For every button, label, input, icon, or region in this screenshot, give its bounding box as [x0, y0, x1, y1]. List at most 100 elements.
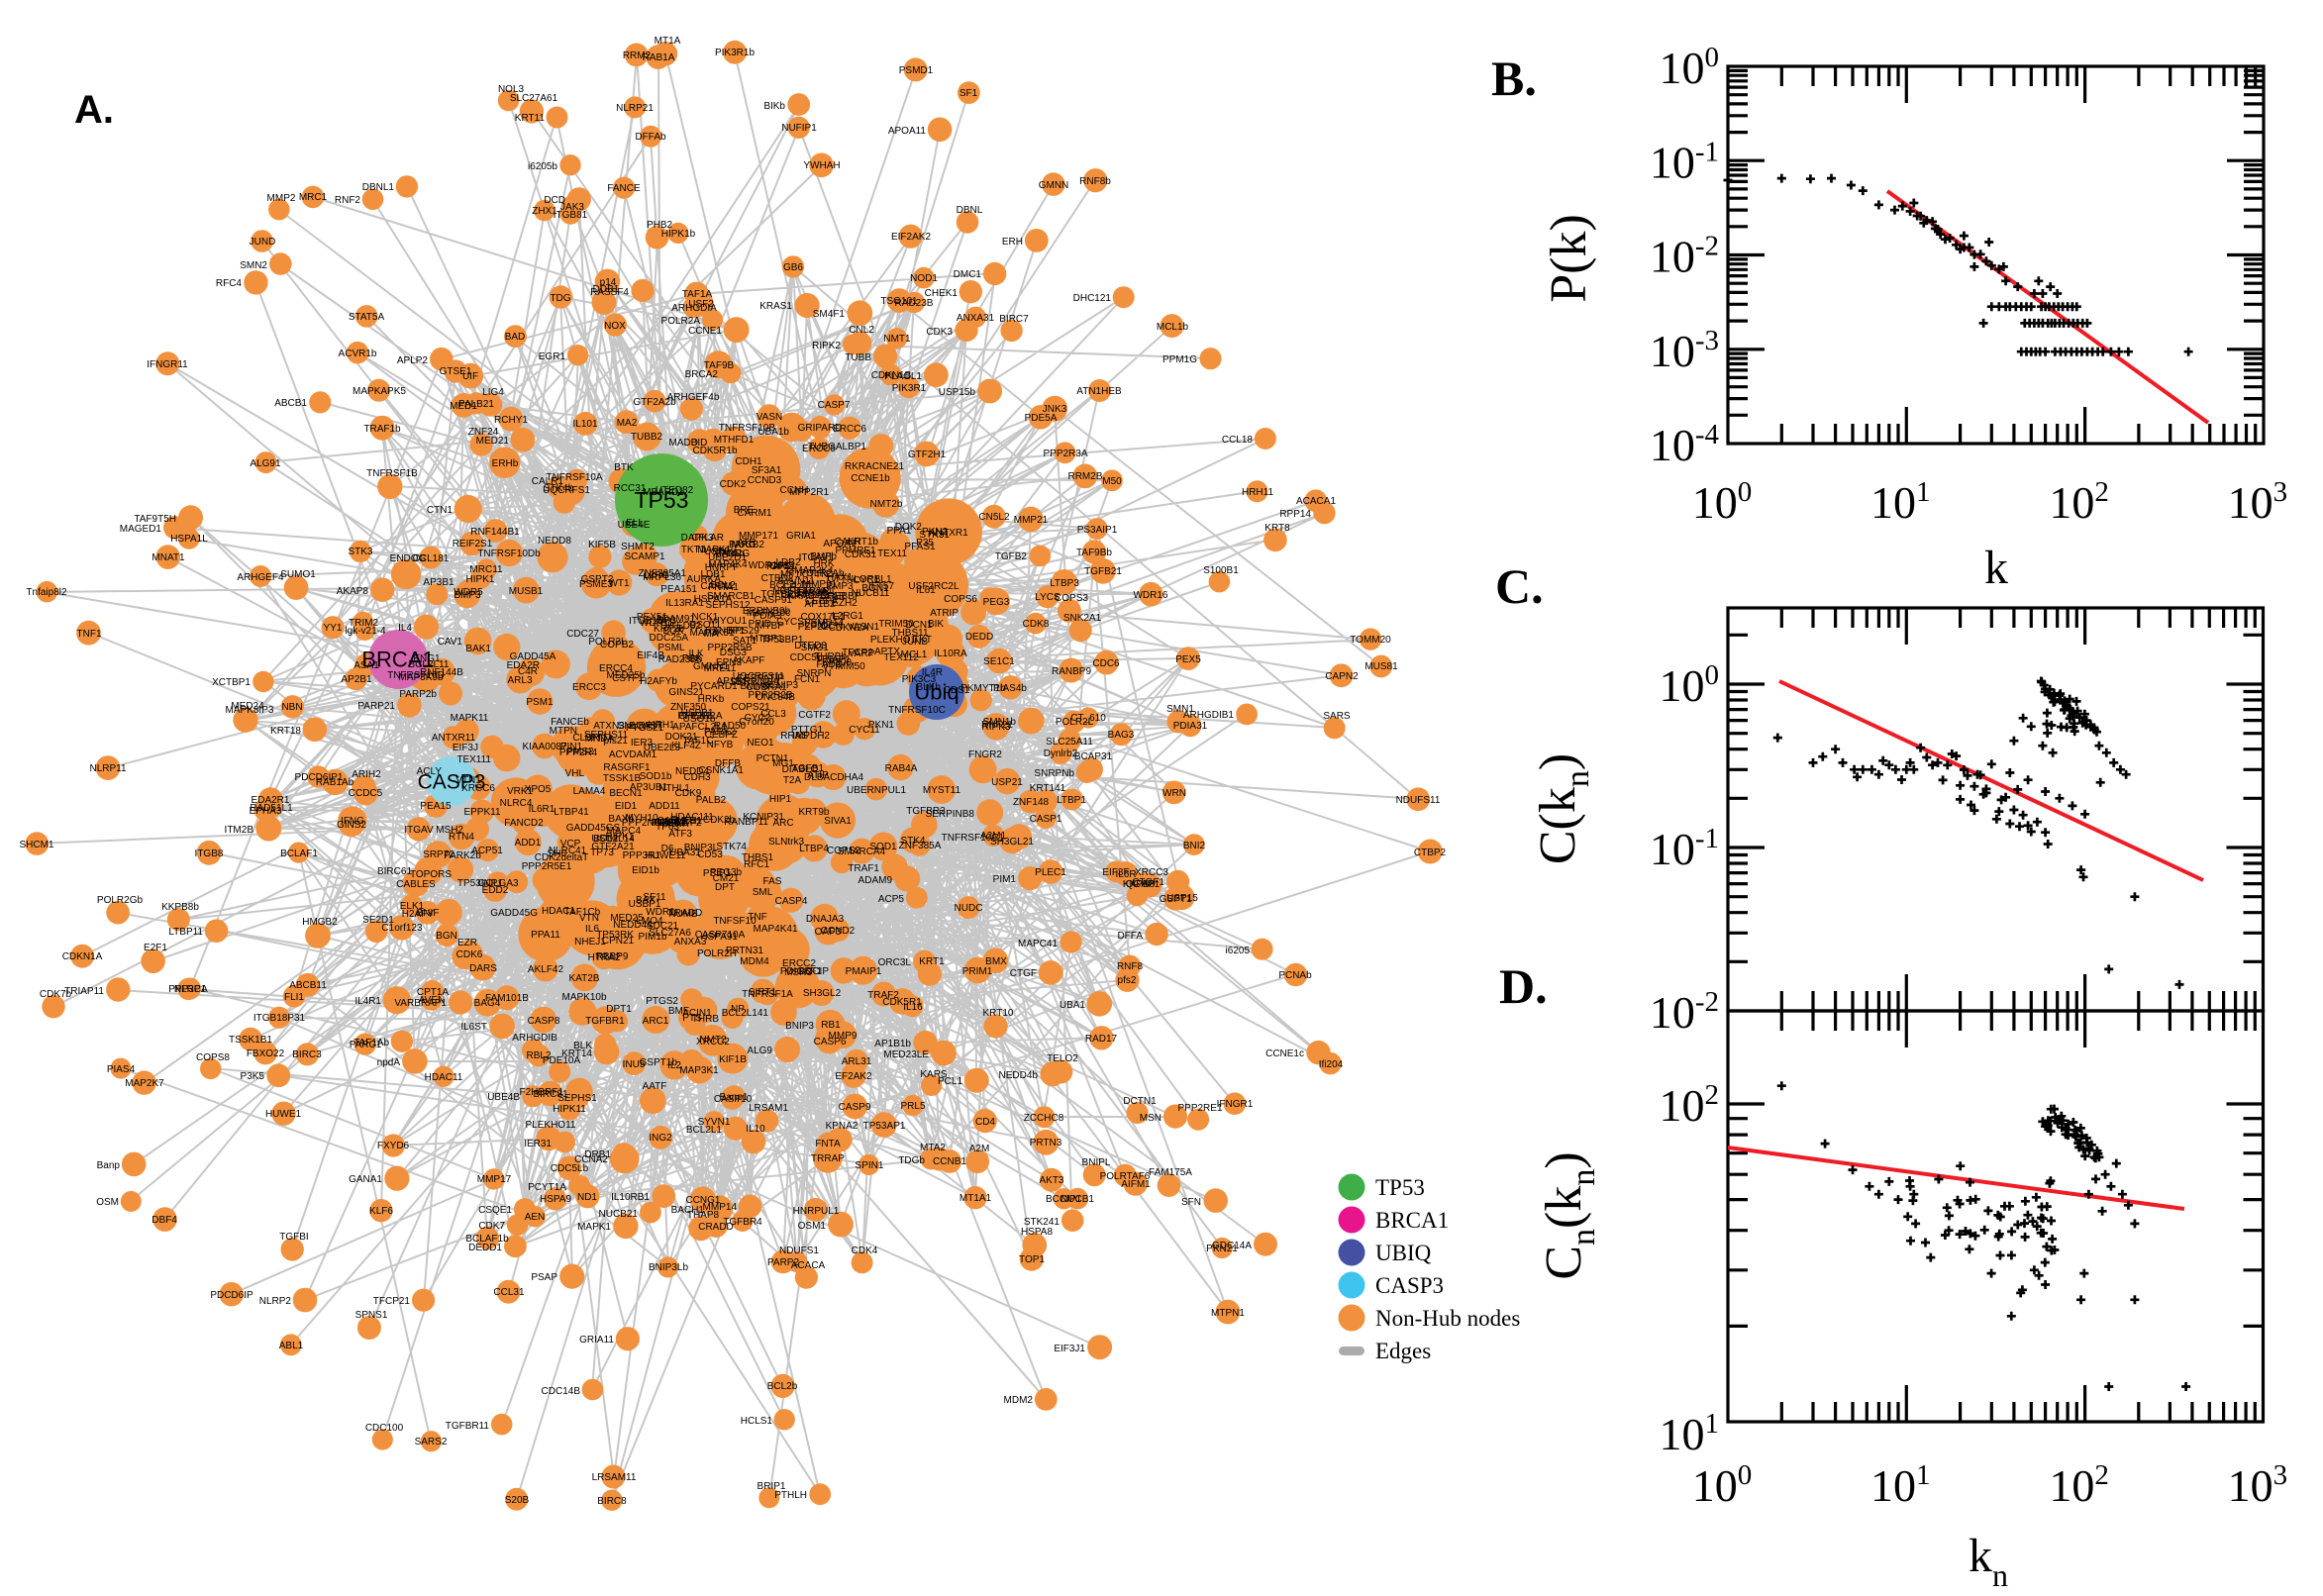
svg-text:TGFBI: TGFBI — [279, 1232, 308, 1243]
svg-text:CDK2deltaT: CDK2deltaT — [535, 852, 588, 863]
svg-text:EZH2: EZH2 — [832, 598, 858, 609]
svg-text:lgk-v21-4: lgk-v21-4 — [345, 626, 386, 637]
svg-text:BIRC8: BIRC8 — [597, 1496, 627, 1507]
svg-text:KPNA2: KPNA2 — [826, 1121, 858, 1132]
svg-text:TDGb: TDGb — [898, 1155, 925, 1166]
svg-text:TFCP21: TFCP21 — [373, 1296, 411, 1307]
svg-text:NOL3: NOL3 — [498, 84, 525, 95]
svg-text:MED1: MED1 — [450, 401, 477, 412]
svg-text:PARC: PARC — [729, 540, 756, 550]
svg-text:KKPB8b: KKPB8b — [161, 902, 199, 913]
svg-text:DITED82: DITED82 — [660, 621, 702, 632]
svg-text:BIRC3: BIRC3 — [292, 1049, 322, 1060]
svg-text:DOK2: DOK2 — [895, 522, 923, 533]
svg-text:BCL2L10: BCL2L10 — [769, 580, 811, 591]
svg-text:TUBB2: TUBB2 — [631, 432, 663, 443]
svg-text:LRSAM11: LRSAM11 — [592, 1472, 637, 1483]
svg-text:BMM3: BMM3 — [741, 681, 769, 692]
svg-text:BRCA1: BRCA1 — [1375, 1208, 1449, 1233]
svg-text:COPS21: COPS21 — [731, 702, 770, 713]
svg-text:IER31: IER31 — [524, 1139, 552, 1149]
svg-text:POLR2Gb: POLR2Gb — [97, 895, 144, 906]
svg-text:DARS: DARS — [469, 963, 497, 974]
svg-text:CSTF1: CSTF1 — [612, 673, 644, 684]
svg-text:CPT1A: CPT1A — [417, 987, 450, 998]
svg-text:SF1: SF1 — [960, 88, 978, 99]
svg-text:TRRAP: TRRAP — [811, 1153, 845, 1164]
svg-text:XRCC2: XRCC2 — [696, 1037, 730, 1047]
svg-text:SMN1: SMN1 — [1166, 704, 1194, 715]
svg-text:B.: B. — [1491, 50, 1537, 106]
svg-text:CDK7: CDK7 — [478, 1221, 505, 1232]
svg-text:AP1B1b: AP1B1b — [874, 1039, 911, 1049]
svg-text:RASSF4: RASSF4 — [590, 287, 629, 298]
svg-text:JNK3: JNK3 — [1043, 404, 1067, 415]
svg-text:PPP2R5B: PPP2R5B — [707, 643, 752, 653]
svg-text:TAF9B: TAF9B — [704, 360, 735, 371]
svg-text:TP53AP1: TP53AP1 — [863, 1121, 906, 1132]
svg-text:HMGB2: HMGB2 — [302, 917, 338, 928]
svg-text:NLRC41: NLRC41 — [549, 846, 587, 856]
svg-text:IL10RB1: IL10RB1 — [611, 1192, 650, 1203]
svg-text:LDB2: LDB2 — [775, 557, 800, 568]
svg-text:KARS: KARS — [920, 1069, 948, 1080]
svg-text:RANBP1: RANBP1 — [705, 626, 745, 637]
svg-text:p14: p14 — [600, 277, 617, 288]
svg-text:CTBP2: CTBP2 — [1414, 848, 1447, 858]
svg-text:TRADD: TRADD — [668, 908, 702, 919]
svg-text:CASP710A: CASP710A — [695, 930, 746, 941]
svg-text:SE1C1: SE1C1 — [983, 656, 1015, 667]
svg-text:PARG: PARG — [766, 561, 794, 572]
svg-text:TP63: TP63 — [656, 822, 679, 833]
svg-text:NUDC: NUDC — [955, 903, 983, 914]
svg-text:EIF3J1: EIF3J1 — [1054, 1344, 1085, 1354]
svg-text:IFNGR11: IFNGR11 — [147, 359, 188, 370]
svg-text:DMC1: DMC1 — [954, 269, 982, 280]
svg-text:KRAS1: KRAS1 — [759, 301, 792, 312]
svg-text:JUNB: JUNB — [902, 637, 928, 648]
svg-text:NEO1: NEO1 — [747, 738, 774, 748]
svg-text:CN5L2: CN5L2 — [978, 512, 1010, 523]
svg-text:ERH: ERH — [1002, 237, 1023, 248]
svg-text:BIRC81: BIRC81 — [533, 1089, 567, 1100]
svg-text:SYVN11: SYVN11 — [777, 576, 815, 587]
svg-text:TRAF2: TRAF2 — [867, 990, 899, 1001]
svg-text:BAG4: BAG4 — [474, 998, 501, 1009]
svg-text:BCL2b: BCL2b — [767, 1381, 798, 1392]
svg-text:BAX: BAX — [636, 895, 656, 906]
svg-text:ORC3L: ORC3L — [878, 957, 912, 968]
svg-text:RIPK2: RIPK2 — [812, 341, 841, 351]
svg-text:ITGB18P31: ITGB18P31 — [253, 1013, 306, 1024]
svg-text:HDAC1: HDAC1 — [542, 906, 575, 917]
svg-text:BNIF: BNIF — [417, 908, 440, 919]
svg-text:LRSAM1: LRSAM1 — [749, 1103, 788, 1114]
svg-text:H2AFYb: H2AFYb — [640, 676, 677, 687]
svg-text:OAP3: OAP3 — [815, 927, 842, 938]
svg-text:BCL2: BCL2 — [710, 580, 735, 591]
svg-text:LDB1: LDB1 — [700, 569, 725, 580]
svg-text:ATIP: ATIP — [807, 770, 829, 781]
svg-text:ACACA: ACACA — [791, 1260, 826, 1271]
svg-text:ARIH2: ARIH2 — [352, 769, 381, 780]
svg-text:SML: SML — [753, 887, 773, 898]
svg-text:VTIMM50: VTIMM50 — [822, 661, 865, 672]
svg-text:NUCB21: NUCB21 — [599, 1209, 639, 1220]
svg-text:SH3GL21: SH3GL21 — [990, 837, 1034, 848]
svg-text:FLI1: FLI1 — [284, 992, 304, 1003]
svg-text:MCL1: MCL1 — [901, 649, 928, 660]
svg-text:SLC27A6: SLC27A6 — [649, 928, 691, 939]
svg-text:MAPK10c: MAPK10c — [747, 608, 790, 619]
svg-text:PIK3C3: PIK3C3 — [902, 674, 937, 685]
svg-text:MSN: MSN — [1140, 1113, 1162, 1124]
svg-text:TKT1: TKT1 — [681, 545, 706, 555]
svg-text:GB6: GB6 — [783, 262, 803, 273]
svg-text:CCNA2: CCNA2 — [574, 1154, 608, 1165]
svg-text:DCD: DCD — [544, 195, 565, 206]
svg-text:BRCA2: BRCA2 — [685, 369, 719, 380]
svg-text:TGFBR3: TGFBR3 — [760, 589, 800, 600]
svg-text:PYCARD1: PYCARD1 — [690, 681, 738, 692]
svg-text:CASP91: CASP91 — [755, 595, 793, 606]
svg-text:DOK21: DOK21 — [665, 732, 698, 743]
svg-text:BCL2L141: BCL2L141 — [722, 1008, 769, 1019]
svg-text:TAF9T5H: TAF9T5H — [134, 514, 176, 525]
